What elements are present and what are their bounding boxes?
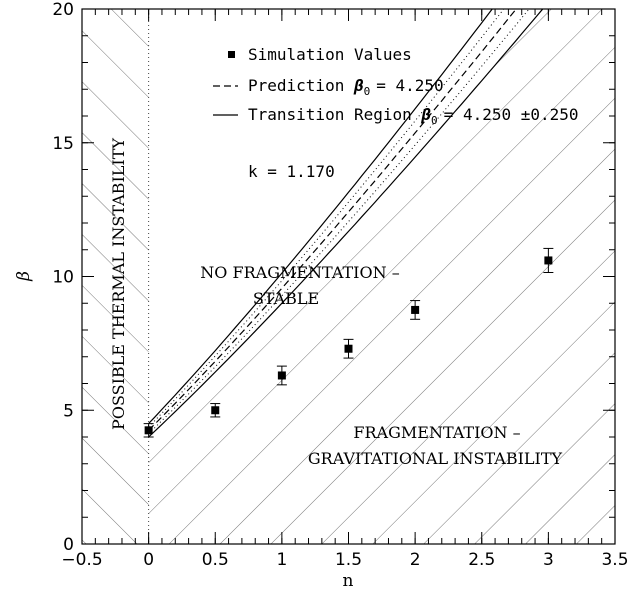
- x-tick-label: 3: [543, 550, 554, 570]
- y-tick-label: 10: [52, 268, 74, 288]
- y-tick-label: 5: [63, 401, 74, 421]
- simulation-point: [411, 305, 420, 314]
- x-tick-label: 2.5: [468, 550, 495, 570]
- transition-upper-line: [148, 9, 493, 425]
- legend-k-value: k = 1.170: [248, 162, 335, 181]
- simulation-point: [344, 344, 353, 353]
- simulation-point: [144, 426, 153, 435]
- y-axis-label: β: [14, 271, 34, 282]
- legend-beta-symbol: β: [353, 76, 364, 95]
- simulation-point: [277, 371, 286, 380]
- legend-prediction-value: = 4.250: [376, 76, 443, 95]
- x-tick-label: −0.5: [61, 550, 102, 570]
- x-tick-label: 3.5: [601, 550, 628, 570]
- y-tick-label: 15: [52, 134, 74, 154]
- stable-label-line2: STABLE: [253, 289, 319, 308]
- legend: Simulation Values Prediction β0 = 4.250 T…: [213, 45, 579, 181]
- legend-beta-sub: 0: [364, 85, 371, 98]
- fragmentation-label-line1: FRAGMENTATION –: [353, 423, 520, 442]
- x-axis-label: n: [343, 571, 354, 591]
- x-tick-label: 0: [143, 550, 154, 570]
- legend-prediction-row: Prediction β0 = 4.250: [248, 76, 444, 98]
- legend-transition-value: = 4.250 ±0.250: [444, 105, 579, 124]
- legend-beta-symbol-2: β: [420, 105, 431, 124]
- legend-beta-sub-2: 0: [431, 114, 438, 127]
- stable-label-line1: NO FRAGMENTATION –: [200, 263, 399, 282]
- thermal-region-label: POSSIBLE THERMAL INSTABILITY: [109, 138, 128, 430]
- x-tick-label: 1.5: [335, 550, 362, 570]
- x-tick-label: 1: [276, 550, 287, 570]
- simulation-point: [211, 406, 220, 415]
- x-tick-label: 2: [410, 550, 421, 570]
- legend-square-marker: [228, 51, 235, 58]
- simulation-point: [544, 256, 553, 265]
- prediction-dashed-line: [148, 9, 517, 431]
- transition-lower-line: [148, 9, 544, 438]
- y-tick-label: 20: [52, 0, 74, 20]
- fragmentation-label-line2: GRAVITATIONAL INSTABILITY: [308, 449, 563, 468]
- legend-transition-row: Transition Region β0 = 4.250 ±0.250: [248, 105, 579, 127]
- simulation-points: [143, 247, 554, 438]
- legend-prediction: Prediction: [248, 76, 344, 95]
- y-tick-label: 0: [63, 535, 74, 555]
- fragmentation-region: [148, 9, 615, 544]
- legend-transition: Transition Region: [248, 105, 412, 124]
- x-tick-label: 0.5: [202, 550, 229, 570]
- legend-simulation: Simulation Values: [248, 45, 412, 64]
